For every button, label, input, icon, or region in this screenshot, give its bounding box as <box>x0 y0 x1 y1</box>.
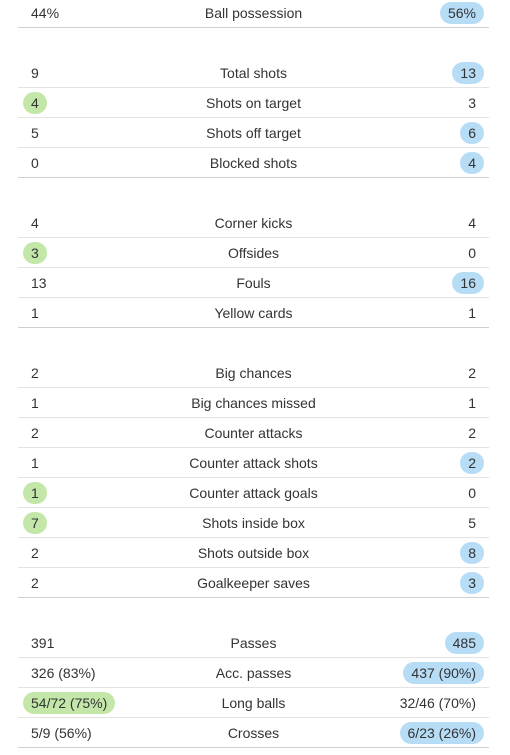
stat-label: Blocked shots <box>209 155 298 171</box>
stat-row: 4 Shots on target 3 <box>18 88 489 118</box>
away-value: 4 <box>468 215 476 231</box>
stat-label: Counter attack shots <box>189 455 318 471</box>
away-value: 3 <box>468 95 476 111</box>
stat-label: Shots off target <box>206 125 301 141</box>
home-value: 4 <box>23 92 47 114</box>
stat-label: Total shots <box>220 65 287 81</box>
stat-row: 2 Counter attacks 2 <box>18 418 489 448</box>
stat-label: Shots outside box <box>197 545 310 561</box>
away-value: 1 <box>468 395 476 411</box>
stat-label: Passes <box>230 635 277 651</box>
stat-label: Corner kicks <box>214 215 293 231</box>
stat-row: 326 (83%) Acc. passes 437 (90%) <box>18 658 489 688</box>
stat-label: Big chances <box>215 365 292 381</box>
home-value: 5/9 (56%) <box>31 725 92 741</box>
stat-row: 5 Shots off target 6 <box>18 118 489 148</box>
stat-row: 9 Total shots 13 <box>18 58 489 88</box>
home-value: 1 <box>23 482 47 504</box>
away-value: 13 <box>452 62 484 84</box>
stat-row: 4 Corner kicks 4 <box>18 208 489 238</box>
home-value: 2 <box>31 545 39 561</box>
stat-label: Counter attacks <box>204 425 303 441</box>
away-value: 16 <box>452 272 484 294</box>
home-value: 7 <box>23 512 47 534</box>
stat-label: Yellow cards <box>214 305 293 321</box>
home-value: 1 <box>31 305 39 321</box>
stat-row: 13 Fouls 16 <box>18 268 489 298</box>
home-value: 326 (83%) <box>31 665 96 681</box>
home-value: 44% <box>31 5 60 21</box>
stat-row: 5/9 (56%) Crosses 6/23 (26%) <box>18 718 489 748</box>
away-value: 2 <box>468 365 476 381</box>
home-value: 1 <box>31 455 39 471</box>
stat-row: 1 Big chances missed 1 <box>18 388 489 418</box>
stat-row: 44% Ball possession 56% <box>18 0 489 28</box>
away-value: 437 (90%) <box>403 662 484 684</box>
away-value: 4 <box>460 152 484 174</box>
away-value: 8 <box>460 542 484 564</box>
home-value: 13 <box>31 275 47 291</box>
home-value: 391 <box>31 635 55 651</box>
stat-label: Goalkeeper saves <box>197 575 310 591</box>
stat-row: 1 Counter attack shots 2 <box>18 448 489 478</box>
home-value: 2 <box>31 575 39 591</box>
stat-row: 7 Shots inside box 5 <box>18 508 489 538</box>
away-value: 32/46 (70%) <box>399 695 476 711</box>
stat-row: 1 Yellow cards 1 <box>18 298 489 328</box>
home-value: 9 <box>31 65 39 81</box>
home-value: 3 <box>23 242 47 264</box>
home-value: 2 <box>31 365 39 381</box>
stat-label: Big chances missed <box>191 395 316 411</box>
stat-label: Shots inside box <box>202 515 305 531</box>
away-value: 5 <box>468 515 476 531</box>
stat-row: 2 Big chances 2 <box>18 358 489 388</box>
away-value: 6/23 (26%) <box>399 722 484 744</box>
stat-row: 3 Offsides 0 <box>18 238 489 268</box>
home-value: 5 <box>31 125 39 141</box>
home-value: 0 <box>31 155 39 171</box>
stat-label: Counter attack goals <box>189 485 318 501</box>
stat-row: 2 Goalkeeper saves 3 <box>18 568 489 598</box>
stat-row: 1 Counter attack goals 0 <box>18 478 489 508</box>
stat-row: 391 Passes 485 <box>18 628 489 658</box>
away-value: 0 <box>468 485 476 501</box>
stat-row: 0 Blocked shots 4 <box>18 148 489 178</box>
home-value: 54/72 (75%) <box>23 692 116 714</box>
away-value: 6 <box>460 122 484 144</box>
home-value: 1 <box>31 395 39 411</box>
away-value: 3 <box>460 572 484 594</box>
away-value: 2 <box>468 425 476 441</box>
stat-row: 54/72 (75%) Long balls 32/46 (70%) <box>18 688 489 718</box>
away-value: 485 <box>444 632 484 654</box>
stat-label: Fouls <box>236 275 271 291</box>
away-value: 1 <box>468 305 476 321</box>
away-value: 56% <box>439 2 484 24</box>
home-value: 2 <box>31 425 39 441</box>
home-value: 4 <box>31 215 39 231</box>
stat-label: Ball possession <box>204 5 303 21</box>
stat-label: Shots on target <box>206 95 301 111</box>
stat-row: 2 Shots outside box 8 <box>18 538 489 568</box>
stat-label: Offsides <box>227 245 280 261</box>
away-value: 2 <box>460 452 484 474</box>
away-value: 0 <box>468 245 476 261</box>
